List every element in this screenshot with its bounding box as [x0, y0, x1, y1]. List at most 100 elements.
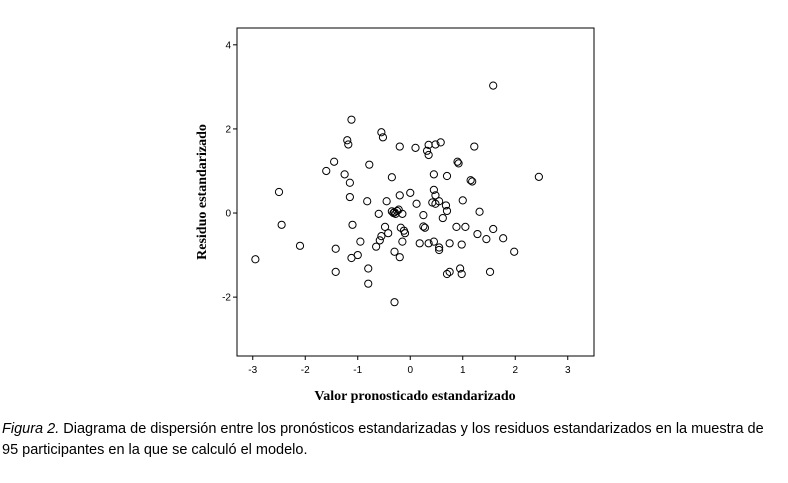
- data-point: [406, 188, 415, 197]
- y-tick-label: 0: [225, 209, 231, 220]
- data-point: [330, 157, 339, 166]
- data-point: [473, 229, 482, 239]
- data-point: [395, 142, 404, 151]
- data-point: [395, 191, 404, 200]
- data-point: [390, 247, 399, 256]
- data-point: [400, 229, 410, 238]
- data-point: [429, 185, 438, 194]
- data-point: [457, 240, 466, 249]
- figure-caption: Figura 2. Diagrama de dispersión entre l…: [2, 419, 782, 461]
- data-point: [378, 133, 388, 142]
- data-point: [398, 237, 407, 246]
- data-point: [461, 222, 470, 232]
- y-tick-label: -2: [222, 293, 231, 304]
- data-points: [251, 81, 543, 307]
- data-point: [435, 197, 444, 206]
- data-point: [442, 269, 452, 279]
- data-point: [458, 196, 467, 205]
- data-point: [365, 160, 374, 169]
- scatter-chart: -3 -2 -1 0 1 2 3 -2 0 2 4 Valor pronosticado esta…: [195, 27, 595, 404]
- data-point: [398, 209, 407, 218]
- data-point: [489, 81, 498, 90]
- caption-text: Diagrama de dispersión entre los pronóst…: [2, 421, 764, 458]
- y-axis: -2 0 2 4: [222, 40, 237, 304]
- data-point: [429, 237, 438, 246]
- data-point: [419, 211, 428, 220]
- data-point: [345, 178, 354, 187]
- data-point: [363, 197, 372, 206]
- y-tick-label: 2: [225, 124, 231, 135]
- data-point: [482, 234, 491, 244]
- data-point: [442, 206, 452, 216]
- y-axis-title: Residuo estandarizado: [195, 124, 210, 260]
- data-point: [429, 170, 438, 179]
- data-point: [347, 253, 356, 263]
- x-tick-label: -3: [248, 365, 257, 376]
- data-point: [438, 213, 447, 223]
- data-point: [380, 222, 390, 232]
- data-point: [466, 176, 475, 185]
- data-point: [499, 234, 508, 243]
- data-point: [445, 239, 454, 248]
- figure-label: Figura 2.: [2, 421, 60, 437]
- plot-frame: [236, 27, 595, 357]
- data-point: [347, 115, 356, 124]
- data-point: [412, 199, 421, 208]
- x-tick-label: 2: [512, 365, 518, 376]
- data-point: [274, 187, 284, 197]
- x-tick-label: 0: [407, 365, 413, 376]
- data-point: [475, 207, 484, 216]
- data-point: [534, 172, 543, 181]
- data-point: [251, 255, 260, 264]
- data-point: [387, 173, 396, 182]
- data-point: [343, 136, 352, 145]
- data-point: [431, 140, 440, 149]
- x-tick-label: -2: [301, 365, 310, 376]
- data-point: [435, 245, 444, 255]
- data-point: [419, 222, 428, 231]
- data-point: [348, 220, 357, 229]
- data-point: [422, 146, 432, 155]
- x-tick-label: 1: [460, 365, 466, 376]
- data-point: [340, 170, 349, 179]
- data-point: [435, 243, 444, 252]
- data-point: [456, 264, 465, 273]
- data-point: [431, 191, 440, 200]
- data-point: [436, 138, 445, 147]
- data-point: [322, 166, 331, 176]
- data-point: [441, 201, 451, 210]
- data-point: [415, 239, 424, 248]
- data-point: [277, 220, 286, 229]
- x-tick-label: -1: [353, 365, 362, 376]
- data-point: [390, 298, 399, 307]
- data-point: [375, 236, 384, 245]
- data-point: [489, 224, 498, 234]
- data-point: [395, 253, 404, 262]
- x-axis-title: Valor pronosticado estandarizado: [314, 389, 515, 404]
- data-point: [453, 157, 462, 166]
- y-tick-label: 4: [225, 40, 231, 51]
- data-point: [364, 264, 373, 273]
- data-point: [374, 209, 383, 218]
- data-point: [442, 171, 452, 181]
- data-point: [424, 150, 433, 160]
- data-point: [364, 279, 373, 288]
- x-tick-label: 3: [565, 365, 571, 376]
- data-point: [331, 267, 340, 276]
- data-point: [377, 232, 386, 241]
- data-point: [457, 269, 466, 279]
- data-point: [344, 140, 353, 149]
- data-point: [445, 267, 454, 276]
- data-point: [331, 244, 340, 253]
- data-point: [295, 241, 305, 250]
- data-point: [424, 239, 433, 248]
- data-point: [382, 197, 391, 206]
- data-point: [452, 222, 461, 232]
- data-point: [345, 192, 354, 202]
- x-axis: -3 -2 -1 0 1 2 3: [248, 356, 571, 376]
- data-point: [420, 223, 430, 232]
- data-point: [485, 267, 495, 276]
- data-point: [411, 143, 420, 152]
- data-point: [384, 229, 393, 238]
- data-point: [468, 177, 477, 186]
